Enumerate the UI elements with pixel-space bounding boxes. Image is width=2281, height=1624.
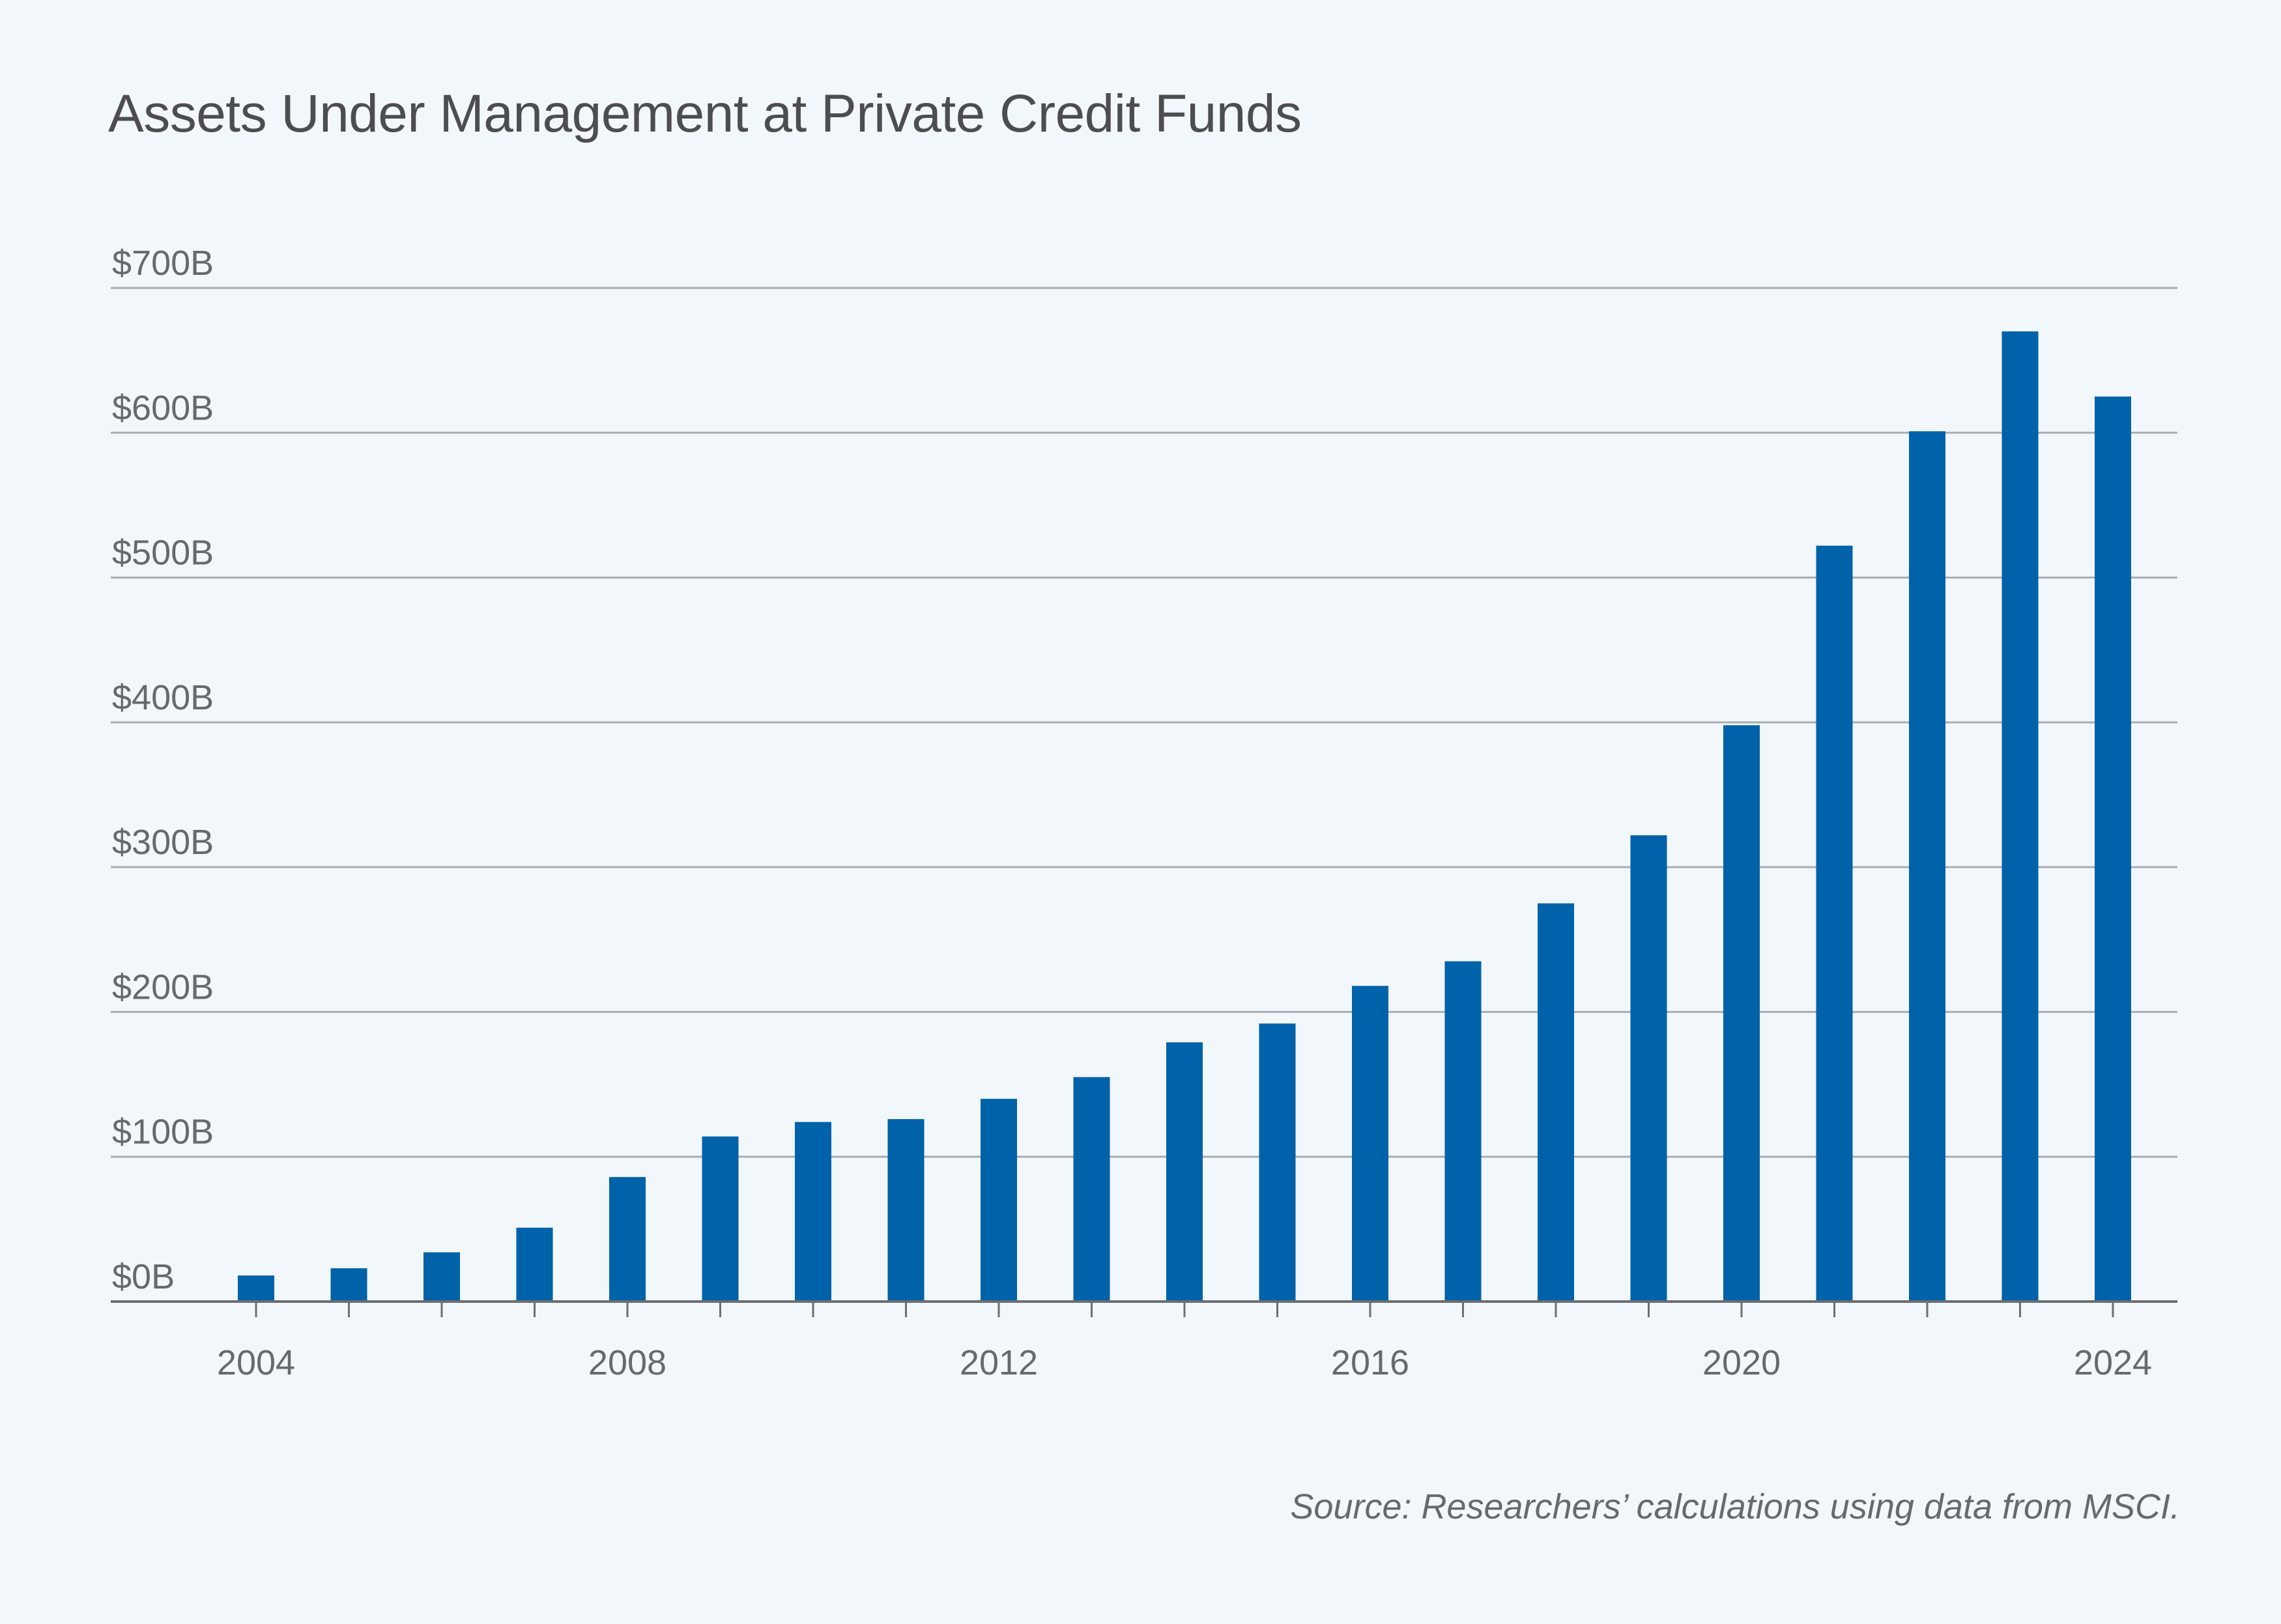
- y-tick-label: $700B: [112, 244, 214, 283]
- bar-2005: [330, 1268, 367, 1302]
- chart-source-note: Source: Researchers’ calculations using …: [1290, 1487, 2180, 1526]
- bar-2014: [1166, 1042, 1203, 1302]
- x-axis: [111, 1300, 2177, 1317]
- x-tick-label: 2012: [960, 1343, 1038, 1382]
- bar-2009: [702, 1136, 739, 1302]
- bars: [238, 331, 2131, 1302]
- x-tick-labels: 2004 2008 2012 2016 2020 2024: [217, 1343, 2152, 1382]
- bar-2019: [1630, 835, 1667, 1302]
- y-tick-label: $500B: [112, 534, 214, 573]
- bar-2015: [1259, 1023, 1296, 1302]
- y-tick-label: $200B: [112, 967, 214, 1006]
- x-tick-label: 2008: [588, 1343, 667, 1382]
- bar-2010: [795, 1122, 831, 1302]
- y-tick-label: $600B: [112, 388, 214, 427]
- y-tick-labels: $0B $100B $200B $300B $400B $500B $600B $700B: [112, 244, 214, 1296]
- bar-2017: [1444, 961, 1482, 1302]
- bar-2011: [887, 1118, 925, 1302]
- y-tick-label: $300B: [112, 823, 214, 862]
- y-tick-label: $400B: [112, 678, 214, 717]
- bar-2006: [423, 1252, 460, 1302]
- y-tick-label: $100B: [112, 1113, 214, 1152]
- chart-title: Assets Under Management at Private Credi…: [108, 84, 1302, 143]
- bar-2023: [2001, 331, 2039, 1302]
- bar-2021: [1816, 545, 1853, 1302]
- y-tick-label: $0B: [112, 1257, 175, 1296]
- bar-2007: [516, 1227, 553, 1302]
- bar-2022: [1909, 431, 1945, 1302]
- bar-2008: [609, 1176, 646, 1302]
- x-tick-label: 2016: [1331, 1343, 1409, 1382]
- x-tick-label: 2020: [1702, 1343, 1781, 1382]
- bar-2018: [1538, 903, 1574, 1302]
- bar-2016: [1352, 986, 1388, 1302]
- bar-2012: [981, 1098, 1017, 1302]
- x-tick-label: 2024: [2074, 1343, 2152, 1382]
- bar-2004: [238, 1275, 274, 1302]
- gridlines: [111, 287, 2177, 1158]
- bar-2020: [1723, 725, 1760, 1302]
- x-tick-label: 2004: [217, 1343, 295, 1382]
- bar-2013: [1073, 1077, 1110, 1302]
- bar-2024: [2095, 396, 2131, 1302]
